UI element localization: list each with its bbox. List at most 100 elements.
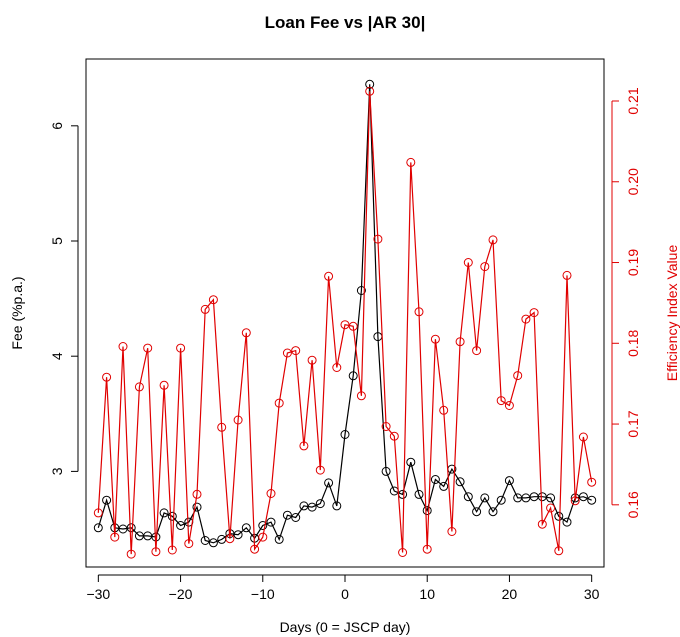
data-point xyxy=(200,304,210,314)
data-point xyxy=(472,507,482,517)
y-tick-label: 5 xyxy=(49,237,65,245)
data-point xyxy=(208,295,218,305)
data-point xyxy=(241,328,251,338)
data-point xyxy=(554,511,564,521)
data-point xyxy=(430,334,440,344)
data-point xyxy=(307,502,317,512)
data-point xyxy=(578,432,588,442)
x-tick-label: 10 xyxy=(419,586,435,602)
data-point xyxy=(562,517,572,527)
data-point xyxy=(439,481,449,491)
data-point xyxy=(373,234,383,244)
data-point xyxy=(258,521,268,530)
data-point xyxy=(463,258,473,267)
data-point xyxy=(167,511,177,521)
data-point xyxy=(332,363,342,372)
data-point xyxy=(414,307,424,317)
data-point xyxy=(274,398,284,408)
data-point xyxy=(504,401,514,410)
data-point xyxy=(151,547,161,557)
data-point xyxy=(348,321,358,331)
data-point xyxy=(422,506,432,516)
y2-tick-label: 0.17 xyxy=(625,410,641,437)
y-axis-right: 0.16 0.17 0.18 0.19 0.20 0.21 xyxy=(611,87,641,518)
data-point xyxy=(291,346,301,356)
data-point xyxy=(562,270,572,280)
data-point xyxy=(176,343,186,353)
data-point xyxy=(134,382,144,392)
y-tick-label: 6 xyxy=(49,122,65,130)
data-point xyxy=(496,495,506,505)
data-point xyxy=(233,530,243,540)
data-point xyxy=(126,549,136,559)
data-point xyxy=(118,342,128,351)
y2-tick-label: 0.18 xyxy=(625,329,641,356)
plot-frame xyxy=(85,58,605,568)
y-tick-label: 3 xyxy=(49,467,65,475)
data-point xyxy=(126,523,136,533)
data-point xyxy=(282,510,292,520)
data-point xyxy=(233,415,243,425)
data-point xyxy=(472,346,482,356)
data-point xyxy=(422,544,432,554)
data-point xyxy=(176,521,186,530)
data-point xyxy=(250,544,260,554)
data-point xyxy=(439,405,449,415)
data-point xyxy=(192,489,202,499)
data-point xyxy=(546,503,556,513)
data-point xyxy=(356,286,366,295)
y2-axis-label: Efficiency Index Value xyxy=(664,245,680,382)
data-point xyxy=(258,532,268,542)
data-point xyxy=(521,314,531,324)
data-point xyxy=(504,476,514,486)
y2-tick-label: 0.20 xyxy=(625,168,641,195)
data-point xyxy=(167,545,177,555)
data-point xyxy=(184,539,194,549)
y-axis-label: Fee (%p.a.) xyxy=(9,276,25,349)
data-point xyxy=(340,430,350,439)
data-point xyxy=(356,391,366,401)
series-line xyxy=(97,84,592,544)
x-tick-label: 30 xyxy=(584,586,600,602)
data-point xyxy=(587,495,597,505)
data-point xyxy=(159,380,169,390)
data-point xyxy=(266,517,276,527)
data-point xyxy=(455,477,465,487)
data-point xyxy=(496,396,506,406)
x-tick-label: −20 xyxy=(169,586,193,602)
x-tick-label: 20 xyxy=(502,586,518,602)
data-point xyxy=(102,495,112,505)
chart-title: Loan Fee vs |AR 30| xyxy=(265,13,426,32)
data-point xyxy=(554,546,564,556)
data-point xyxy=(200,536,210,545)
series-layer xyxy=(93,79,597,559)
data-point xyxy=(546,493,556,503)
data-point xyxy=(488,235,498,245)
data-point xyxy=(389,431,399,441)
data-point xyxy=(348,371,358,381)
series-2 xyxy=(93,86,597,559)
x-tick-label: 0 xyxy=(341,586,349,602)
x-tick-label: −30 xyxy=(86,586,110,602)
data-point xyxy=(225,534,235,544)
data-point xyxy=(406,457,416,467)
y2-tick-label: 0.21 xyxy=(625,87,641,114)
data-point xyxy=(291,513,301,522)
data-point xyxy=(398,548,408,557)
data-point xyxy=(266,489,276,498)
x-axis: −30 −20 −10 0 10 20 30 xyxy=(86,574,600,602)
data-point xyxy=(365,86,375,96)
data-point xyxy=(414,489,424,499)
y2-tick-label: 0.16 xyxy=(625,491,641,518)
data-point xyxy=(307,355,317,365)
y2-tick-label: 0.19 xyxy=(625,249,641,276)
data-point xyxy=(587,477,597,487)
data-point xyxy=(406,157,416,167)
data-point xyxy=(480,493,490,503)
data-point xyxy=(365,79,375,89)
data-point xyxy=(381,422,391,431)
data-point xyxy=(537,519,547,529)
data-point xyxy=(430,475,440,484)
data-point xyxy=(463,492,473,502)
